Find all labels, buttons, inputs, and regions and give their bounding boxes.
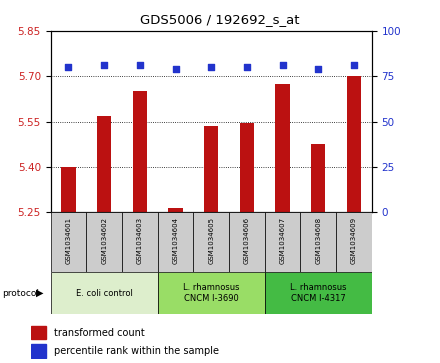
Bar xyxy=(169,208,183,212)
Text: GSM1034607: GSM1034607 xyxy=(279,217,286,264)
Text: GSM1034604: GSM1034604 xyxy=(172,217,179,264)
Text: percentile rank within the sample: percentile rank within the sample xyxy=(54,346,219,356)
Point xyxy=(208,64,215,70)
Bar xyxy=(204,126,218,212)
Point xyxy=(65,64,72,70)
Bar xyxy=(158,272,265,314)
Bar xyxy=(31,344,45,358)
Point xyxy=(172,66,179,72)
Text: GSM1034602: GSM1034602 xyxy=(101,217,107,264)
Bar xyxy=(275,84,290,212)
Text: E. coli control: E. coli control xyxy=(76,289,132,298)
Bar xyxy=(61,167,76,212)
Bar xyxy=(51,212,86,272)
Bar xyxy=(193,212,229,272)
Bar xyxy=(265,212,301,272)
Text: GSM1034606: GSM1034606 xyxy=(244,217,250,264)
Text: GSM1034605: GSM1034605 xyxy=(208,217,214,264)
Text: GDS5006 / 192692_s_at: GDS5006 / 192692_s_at xyxy=(140,13,300,26)
Bar xyxy=(86,212,122,272)
Text: protocol: protocol xyxy=(2,289,39,298)
Text: L. rhamnosus
CNCM I-3690: L. rhamnosus CNCM I-3690 xyxy=(183,284,239,303)
Bar xyxy=(240,123,254,212)
Text: GSM1034603: GSM1034603 xyxy=(137,217,143,264)
Bar xyxy=(311,144,326,212)
Point xyxy=(136,62,143,68)
Text: ▶: ▶ xyxy=(36,288,44,298)
Point xyxy=(243,64,250,70)
Bar xyxy=(158,212,193,272)
Bar xyxy=(133,91,147,212)
Bar xyxy=(51,272,158,314)
Text: L. rhamnosus
CNCM I-4317: L. rhamnosus CNCM I-4317 xyxy=(290,284,347,303)
Bar xyxy=(347,76,361,212)
Bar xyxy=(122,212,158,272)
Text: GSM1034608: GSM1034608 xyxy=(315,217,321,264)
Text: GSM1034601: GSM1034601 xyxy=(66,217,71,264)
Bar xyxy=(301,212,336,272)
Text: transformed count: transformed count xyxy=(54,327,145,338)
Bar xyxy=(97,115,111,212)
Point xyxy=(350,62,357,68)
Bar xyxy=(31,326,45,339)
Point xyxy=(279,62,286,68)
Point xyxy=(315,66,322,72)
Bar xyxy=(336,212,372,272)
Bar xyxy=(265,272,372,314)
Bar xyxy=(229,212,265,272)
Point xyxy=(101,62,108,68)
Text: GSM1034609: GSM1034609 xyxy=(351,217,357,264)
